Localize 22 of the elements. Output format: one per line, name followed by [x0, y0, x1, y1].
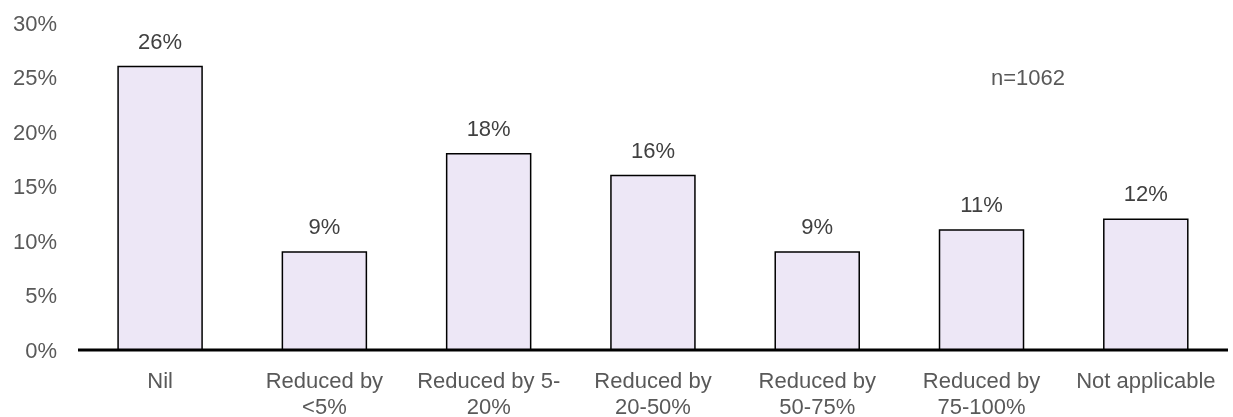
data-label: 18%: [466, 115, 511, 141]
x-tick-label: Nil: [147, 368, 173, 393]
y-tick-label: 10%: [12, 228, 57, 254]
data-label: 9%: [308, 213, 341, 239]
y-tick-label: 20%: [12, 119, 57, 145]
y-tick-label: 15%: [12, 174, 57, 200]
data-label: 16%: [630, 137, 675, 163]
x-tick-label: Reduced by <5%: [265, 368, 384, 417]
x-tick-label: Reduced by 50-75%: [758, 368, 876, 417]
y-tick-label: 25%: [12, 65, 57, 91]
data-label: 26%: [138, 28, 183, 54]
y-tick-label: 0%: [25, 337, 57, 363]
data-label: 12%: [1123, 181, 1168, 207]
y-tick-label: 30%: [12, 10, 57, 36]
y-tick-label: 5%: [25, 283, 57, 309]
x-tick-label: Not applicable: [1076, 368, 1216, 393]
data-label: 11%: [960, 192, 1003, 218]
x-tick-label: Reduced by 75-100%: [922, 368, 1041, 417]
x-tick-label: Reduced by 5-20%: [417, 368, 561, 417]
annotation: n=1062: [990, 65, 1066, 90]
x-tick-label: Reduced by 20-50%: [594, 368, 712, 417]
data-label: 9%: [801, 213, 834, 239]
